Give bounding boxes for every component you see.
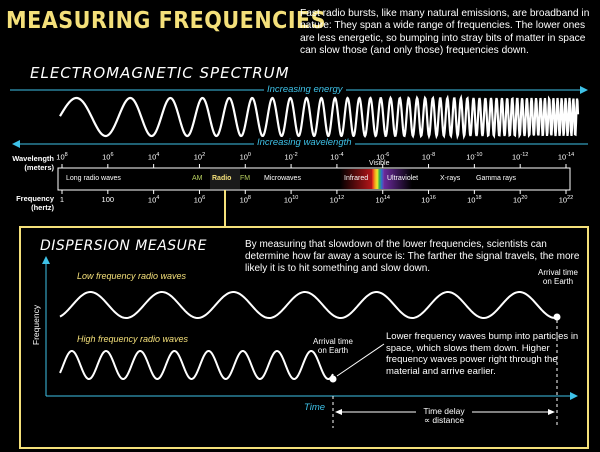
time-axis-head — [570, 392, 578, 400]
band-fm: FM — [240, 175, 251, 182]
frequency-tick-label: 1018 — [467, 195, 482, 205]
infrared-band — [340, 169, 374, 189]
radio-highlight — [210, 169, 240, 189]
high-frequency-wave — [59, 349, 334, 381]
frequency-tick-label: 1014 — [375, 195, 390, 205]
band-ultraviolet: Ultraviolet — [387, 175, 419, 182]
wavelength-tick-label: 10-12 — [512, 152, 529, 162]
band-radio: Radio — [212, 175, 232, 182]
high-arrival-label: Arrival time on Earth — [313, 337, 354, 355]
spectrum-bar-outline — [57, 167, 571, 191]
wavelength-tick-label: 10-8 — [421, 152, 436, 162]
wavelength-tick-marks — [61, 164, 567, 168]
time-delay-head-right — [548, 409, 555, 415]
frequency-tick-label: 1020 — [512, 195, 528, 205]
band-xrays: X-rays — [440, 175, 461, 182]
frequency-tick-label: 1022 — [558, 195, 574, 205]
frequency-label-line2: (hertz) — [31, 202, 54, 212]
band-visible: Visible — [369, 160, 390, 167]
wavelength-label-line1: Wavelength — [12, 154, 54, 163]
wavelength-tick-label: 10-6 — [376, 152, 390, 162]
frequency-axis-label: Frequency — [31, 304, 41, 346]
wavelength-row-label: Wavelength (meters) — [2, 154, 54, 172]
wavelength-tick-label: 10-10 — [466, 152, 483, 162]
wavelength-tick-label: 106 — [102, 152, 114, 162]
frequency-tick-label: 108 — [239, 195, 251, 205]
frequency-tick-label: 106 — [193, 195, 206, 205]
time-delay-line1: Time delay — [423, 406, 465, 416]
frequency-tick-label: 1 — [59, 195, 65, 204]
frequency-axis-head — [42, 256, 50, 264]
wavelength-tick-label: 10-4 — [330, 152, 344, 162]
increasing-wavelength-label: Increasing wavelength — [254, 137, 355, 148]
wavelength-label-line2: (meters) — [24, 162, 54, 172]
wavelength-tick-label: 104 — [147, 152, 160, 162]
wavelength-tick-label: 108 — [56, 152, 68, 162]
frequency-tick-label: 1016 — [421, 195, 436, 205]
ultraviolet-band — [384, 169, 412, 189]
spectrum-title: ELECTROMAGNETIC SPECTRUM — [30, 64, 290, 82]
frequency-row-label: Frequency (hertz) — [2, 194, 54, 212]
callout-pointer — [336, 343, 385, 377]
wavelength-tick-label: 100 — [239, 152, 251, 162]
wavelength-tick-label: 102 — [193, 152, 206, 162]
band-gamma: Gamma rays — [476, 175, 517, 182]
frequency-axis-label-wrap: Frequency — [28, 298, 42, 358]
high-arrival-dot — [329, 375, 337, 383]
band-infrared: Infrared — [344, 175, 369, 182]
frequency-tick-label: 1010 — [283, 195, 299, 205]
frequency-tick-label: 1012 — [329, 195, 345, 205]
dispersion-panel — [19, 226, 589, 449]
increasing-energy-label: Increasing energy — [264, 84, 346, 95]
frequency-tick-label: 100 — [101, 195, 115, 204]
dispersion-callout: Lower frequency waves bump into particle… — [386, 331, 579, 377]
low-arrival-dot — [553, 313, 561, 321]
time-axis-label: Time — [304, 402, 326, 413]
dispersion-text: By measuring that slowdown of the lower … — [245, 239, 580, 274]
low-frequency-label: Low frequency radio waves — [77, 271, 187, 281]
intro-text: Fast radio bursts, like many natural emi… — [300, 8, 590, 56]
time-delay-line2: ∝ distance — [423, 415, 465, 425]
frequency-tick-marks — [61, 190, 567, 194]
frequency-label-line1: Frequency — [16, 194, 54, 203]
spectrum-chirp-wave — [59, 94, 580, 140]
dispersion-title: DISPERSION MEASURE — [40, 238, 207, 254]
band-microwaves: Microwaves — [264, 175, 301, 182]
low-frequency-wave — [59, 290, 558, 320]
high-frequency-label: High frequency radio waves — [77, 334, 189, 344]
frequency-tick-label: 104 — [147, 195, 160, 205]
band-long-radio: Long radio waves — [66, 175, 121, 182]
time-delay-label: Time delay ∝ distance — [414, 407, 474, 425]
wavelength-arrow-head — [12, 140, 20, 148]
time-delay-head-left — [335, 409, 342, 415]
visible-band — [372, 169, 384, 189]
page-title: MEASURING FREQUENCIES — [6, 8, 327, 34]
energy-arrow-head — [580, 86, 588, 94]
wavelength-tick-label: 10-2 — [284, 152, 298, 162]
low-arrival-label: Arrival time on Earth — [538, 268, 579, 286]
band-am: AM — [192, 175, 203, 182]
wavelength-tick-label: 10-14 — [557, 152, 575, 162]
